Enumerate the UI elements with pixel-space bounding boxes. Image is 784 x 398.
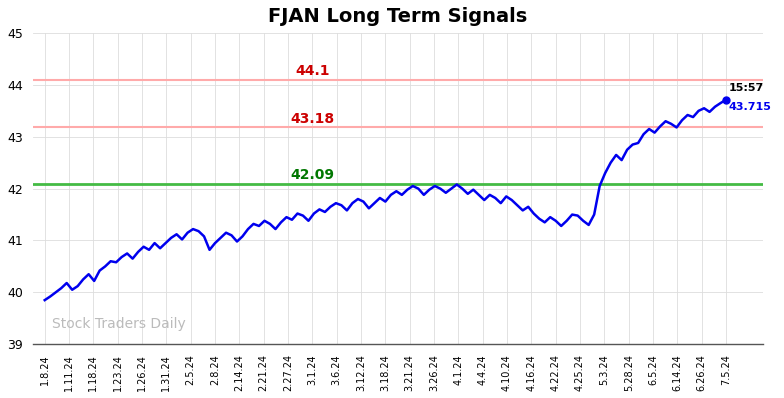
Text: 43.715: 43.715 xyxy=(728,102,771,112)
Text: 43.18: 43.18 xyxy=(291,112,335,126)
Title: FJAN Long Term Signals: FJAN Long Term Signals xyxy=(268,7,527,26)
Text: Stock Traders Daily: Stock Traders Daily xyxy=(52,317,186,331)
Text: 44.1: 44.1 xyxy=(296,64,330,78)
Text: 42.09: 42.09 xyxy=(291,168,335,182)
Text: 15:57: 15:57 xyxy=(728,84,764,94)
